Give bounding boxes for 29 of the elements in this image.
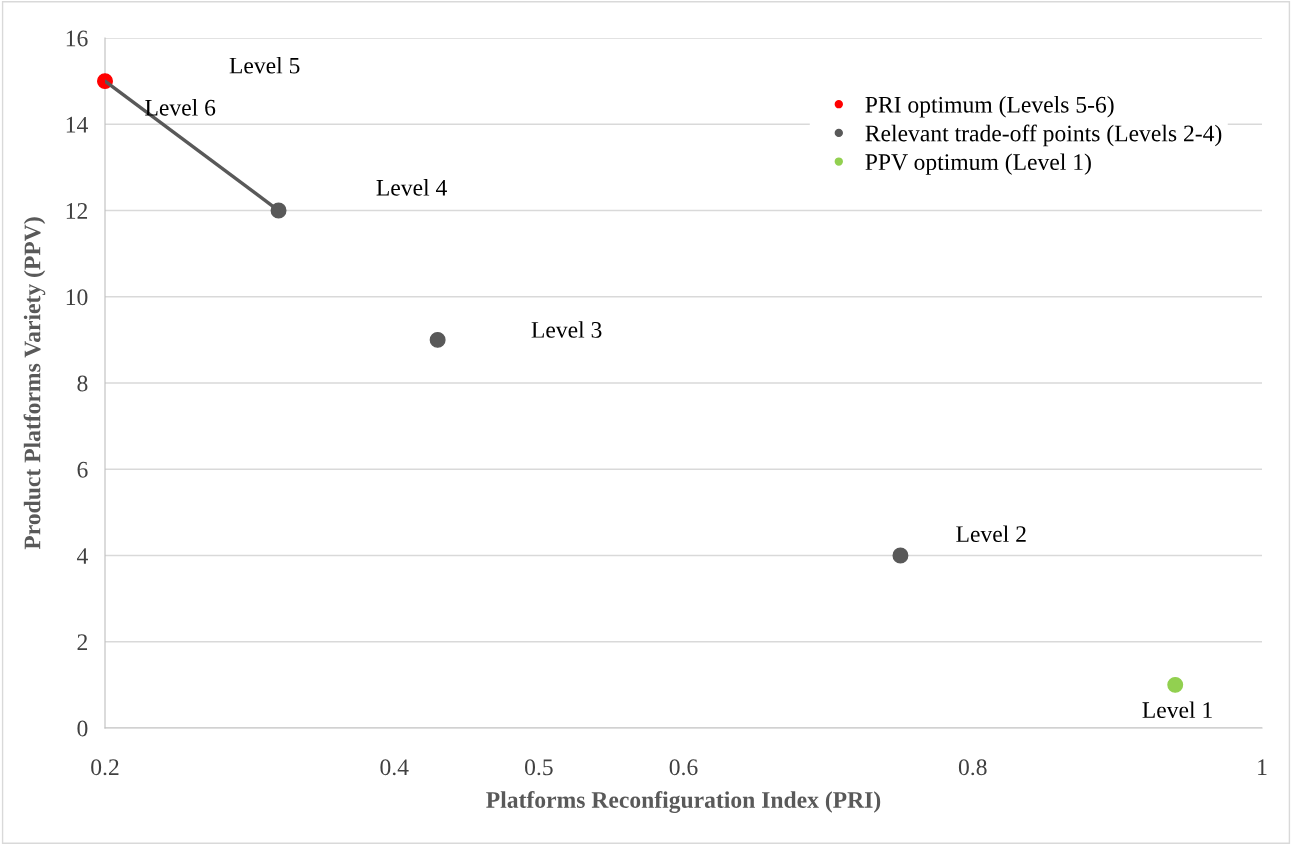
point [892,547,909,564]
y-tick-label: 12 [66,203,88,219]
point [1167,676,1184,693]
y-tick-label: 14 [66,116,88,133]
y-tick-label: 2 [77,634,88,650]
x-tick-label: 0.8 [958,759,987,776]
legend-label: PRI optimum (Levels 5-6) [865,96,1114,118]
annotation: Level 1 [1142,701,1212,719]
x-tick-label: 0.5 [525,759,553,776]
x-tick-label: 1 [1258,759,1267,775]
y-tick-label: 8 [77,375,88,392]
x-tick-label: 0.4 [380,759,409,776]
y-axis-title: Product Platforms Variety (PPV) [23,217,46,550]
annotation: Level 3 [531,321,602,338]
legend-label: PPV optimum (Level 1) [865,153,1091,175]
annotation: Level 6 [145,99,216,116]
legend-label: Relevant trade-off points (Levels 2-4) [865,124,1222,147]
y-tick-label: 4 [76,548,88,564]
x-tick-label: 0.2 [91,759,119,776]
y-tick-label: 6 [77,461,88,478]
y-tick-label: 0 [77,720,88,737]
annotation: Level 5 [229,56,300,74]
x-axis-title: Platforms Reconfiguration Index (PRI) [486,791,881,813]
point [429,331,446,348]
y-tick-label: 10 [66,289,88,306]
annotation: Level 2 [956,525,1026,543]
annotation: Level 4 [376,179,447,196]
y-tick-label: 16 [66,30,88,47]
x-tick-label: 0.6 [669,759,698,776]
